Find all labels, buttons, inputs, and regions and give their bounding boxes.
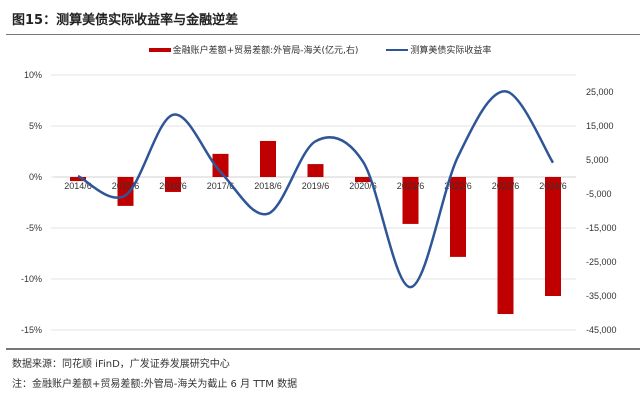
legend-label-line: 测算美债实际收益率 — [410, 46, 492, 56]
x-tick-label: 2023/6 — [492, 181, 520, 191]
chart-title: 图15：测算美债实际收益率与金融逆差 — [12, 13, 239, 28]
right-tick-label: 15,000 — [586, 121, 614, 131]
x-tick-label: 2015/6 — [112, 181, 140, 191]
left-tick-label: 0% — [29, 172, 42, 182]
x-tick-label: 2021/6 — [397, 181, 425, 191]
right-tick-label: -5,000 — [586, 189, 612, 199]
bar — [212, 153, 229, 177]
legend-swatch-line — [386, 48, 409, 51]
x-tick-label: 2022/6 — [444, 181, 472, 191]
left-tick-label: 10% — [24, 70, 42, 80]
bar — [165, 177, 181, 192]
legend-item-bar: 金融账户差额+贸易差额:外管局-海关(亿元,右) — [148, 43, 359, 56]
x-tick-label: 2017/6 — [207, 181, 235, 191]
left-tick-label: -10% — [21, 274, 42, 284]
left-tick-label: 5% — [29, 121, 42, 131]
legend: 金融账户差额+贸易差额:外管局-海关(亿元,右) 测算美债实际收益率 — [0, 43, 640, 56]
bar — [117, 177, 134, 206]
bar — [497, 177, 514, 315]
x-tick-label: 2020/6 — [349, 181, 377, 191]
source-note: 数据来源：同花顺 iFinD，广发证券发展研究中心 — [12, 359, 230, 370]
footnote: 注：金融账户差额+贸易差额:外管局-海关为截止 6 月 TTM 数据 — [12, 379, 298, 390]
yield-line — [77, 90, 555, 289]
bar — [450, 177, 466, 257]
x-tick-label: 2014/6 — [64, 181, 92, 191]
right-tick-label: -25,000 — [586, 257, 617, 267]
right-tick-label: 25,000 — [586, 87, 614, 97]
legend-item-line: 测算美债实际收益率 — [386, 43, 491, 56]
legend-label-bar: 金融账户差额+贸易差额:外管局-海关(亿元,右) — [172, 46, 359, 56]
bar — [307, 164, 324, 177]
left-tick-label: -15% — [21, 325, 42, 335]
footer-divider — [6, 348, 640, 350]
right-tick-label: -15,000 — [586, 223, 617, 233]
x-tick-label: 2016/6 — [159, 181, 187, 191]
legend-swatch-bar — [148, 47, 171, 52]
right-tick-label: -35,000 — [586, 291, 617, 301]
bar — [260, 140, 276, 177]
x-tick-label: 2018/6 — [254, 181, 282, 191]
bar — [70, 177, 86, 182]
bar — [545, 177, 561, 296]
bar — [402, 177, 419, 224]
left-tick-label: -5% — [26, 223, 42, 233]
x-tick-label: 2024/6 — [539, 181, 567, 191]
right-tick-label: 5,000 — [586, 155, 609, 165]
right-tick-label: -45,000 — [586, 325, 617, 335]
bar — [355, 177, 371, 183]
title-divider — [6, 34, 640, 35]
x-tick-label: 2019/6 — [302, 181, 330, 191]
